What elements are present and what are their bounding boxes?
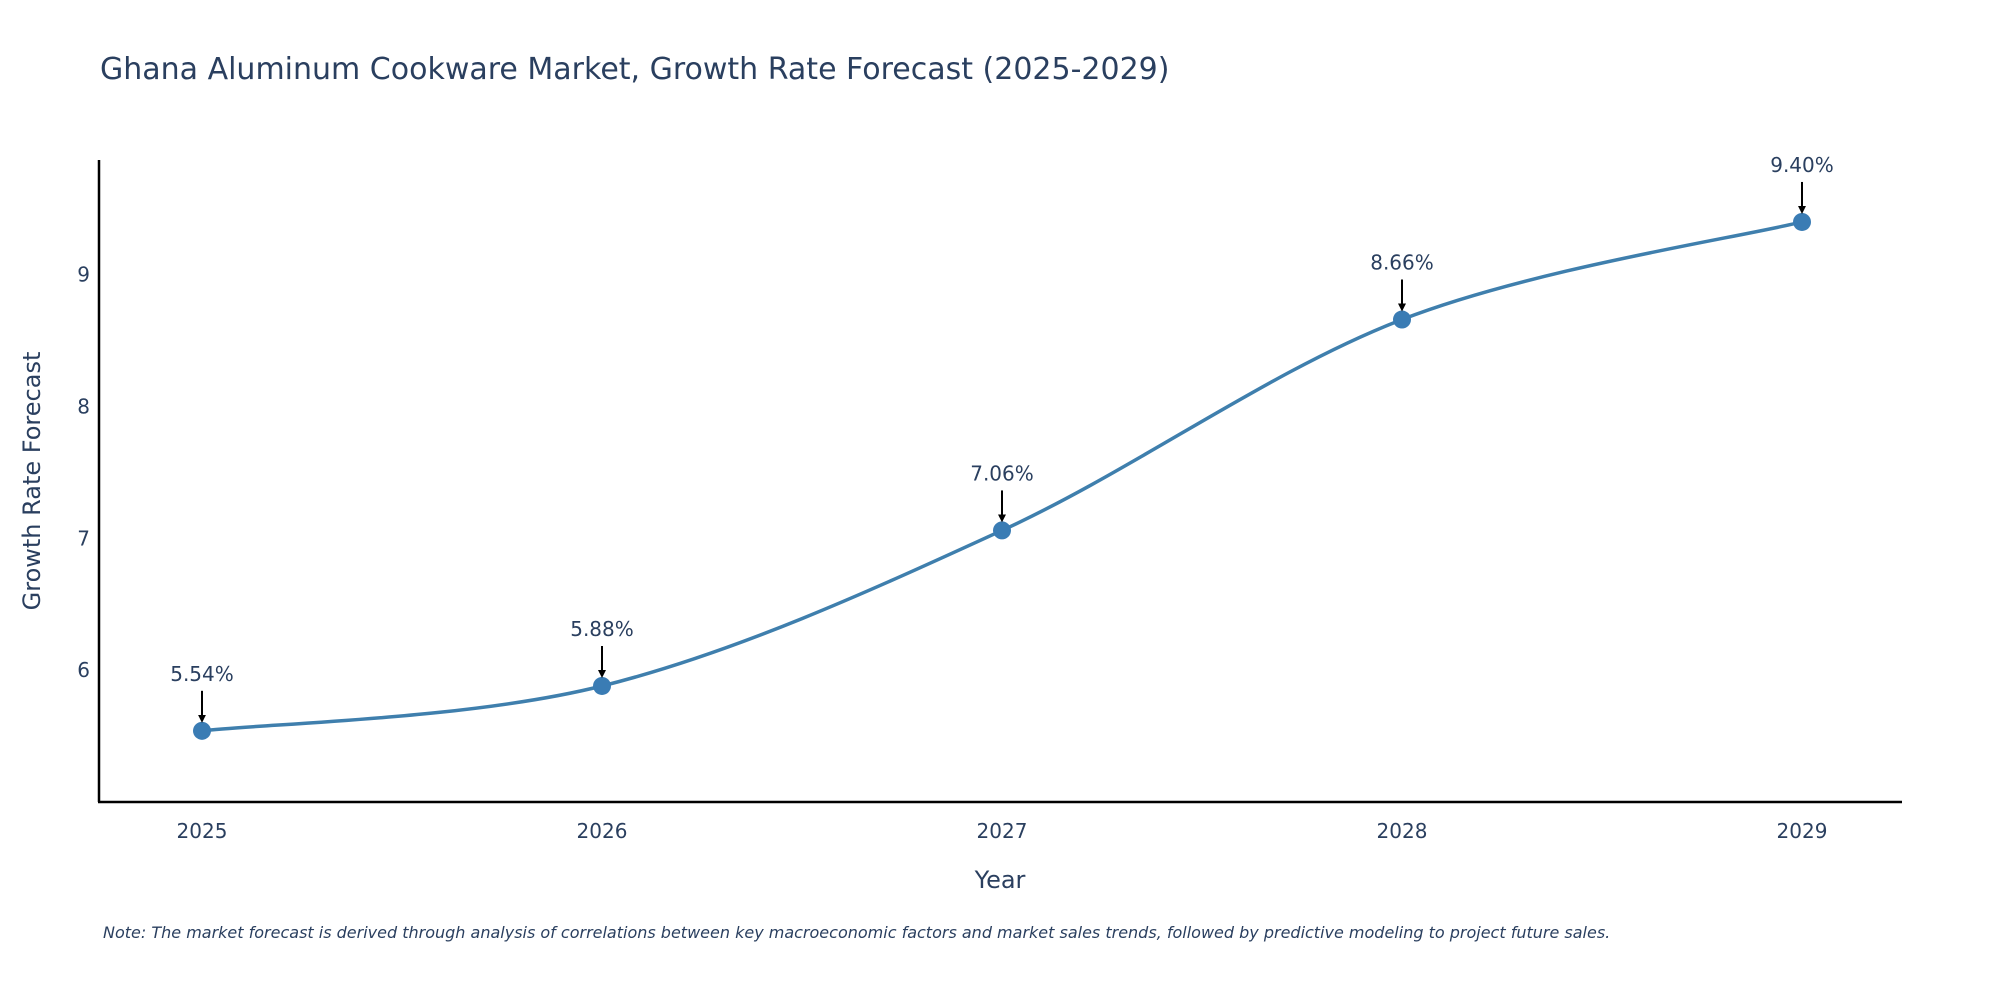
y-axis-ticks: 6 7 8 9 <box>77 263 90 682</box>
y-axis-title: Growth Rate Forecast <box>18 352 46 611</box>
x-tick-label: 2026 <box>577 819 628 843</box>
data-point <box>1393 310 1411 329</box>
footnote: Note: The market forecast is derived thr… <box>103 923 1610 942</box>
x-axis-ticks: 2025 2026 2027 2028 2029 <box>177 819 1828 843</box>
data-point <box>993 521 1011 540</box>
data-label: 8.66% <box>1370 251 1434 275</box>
chart-title: Ghana Aluminum Cookware Market, Growth R… <box>100 52 1169 87</box>
x-tick-label: 2025 <box>177 819 228 843</box>
data-point <box>593 676 611 695</box>
x-tick-label: 2029 <box>1777 819 1828 843</box>
x-tick-label: 2028 <box>1377 819 1428 843</box>
y-tick-label: 6 <box>77 658 90 682</box>
x-axis-title: Year <box>974 866 1026 894</box>
y-tick-label: 7 <box>77 526 90 550</box>
plot-area: 5.54% 5.88% 7.06% 8.66% 9.40% <box>170 153 1834 740</box>
x-tick-label: 2027 <box>977 819 1028 843</box>
data-point <box>1793 212 1811 231</box>
y-tick-label: 9 <box>77 263 90 287</box>
data-label: 9.40% <box>1770 153 1834 177</box>
data-point <box>193 721 211 740</box>
data-label: 5.88% <box>570 617 634 641</box>
y-tick-label: 8 <box>77 395 90 419</box>
data-label: 5.54% <box>170 662 234 686</box>
data-label: 7.06% <box>970 461 1034 485</box>
